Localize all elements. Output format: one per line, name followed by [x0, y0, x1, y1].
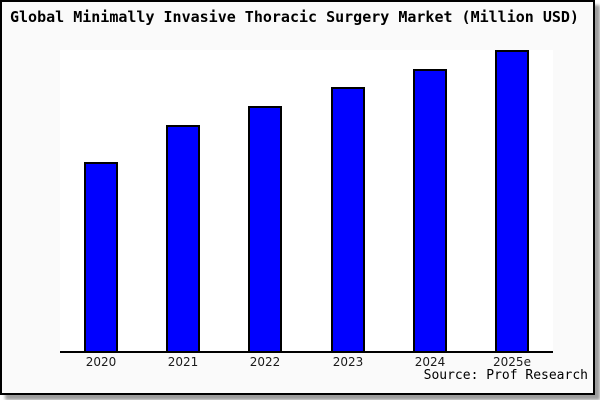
x-axis-label-2022: 2022 [249, 355, 281, 369]
source-note: Source: Prof Research [423, 368, 588, 383]
bar-2024 [413, 69, 447, 351]
x-axis-label-2021: 2021 [167, 355, 199, 369]
bar-2023 [331, 87, 365, 351]
bar-2021 [166, 125, 200, 351]
x-axis-label-2025e: 2025e [493, 355, 531, 369]
bar-2022 [248, 106, 282, 351]
x-axis-label-2020: 2020 [85, 355, 117, 369]
plot-area [60, 50, 553, 353]
x-axis-label-2023: 2023 [332, 355, 364, 369]
chart-title: Global Minimally Invasive Thoracic Surge… [10, 8, 579, 26]
chart-card: Global Minimally Invasive Thoracic Surge… [0, 0, 595, 395]
x-axis-label-2024: 2024 [414, 355, 446, 369]
bar-2025e [495, 50, 529, 351]
bar-2020 [84, 162, 118, 351]
